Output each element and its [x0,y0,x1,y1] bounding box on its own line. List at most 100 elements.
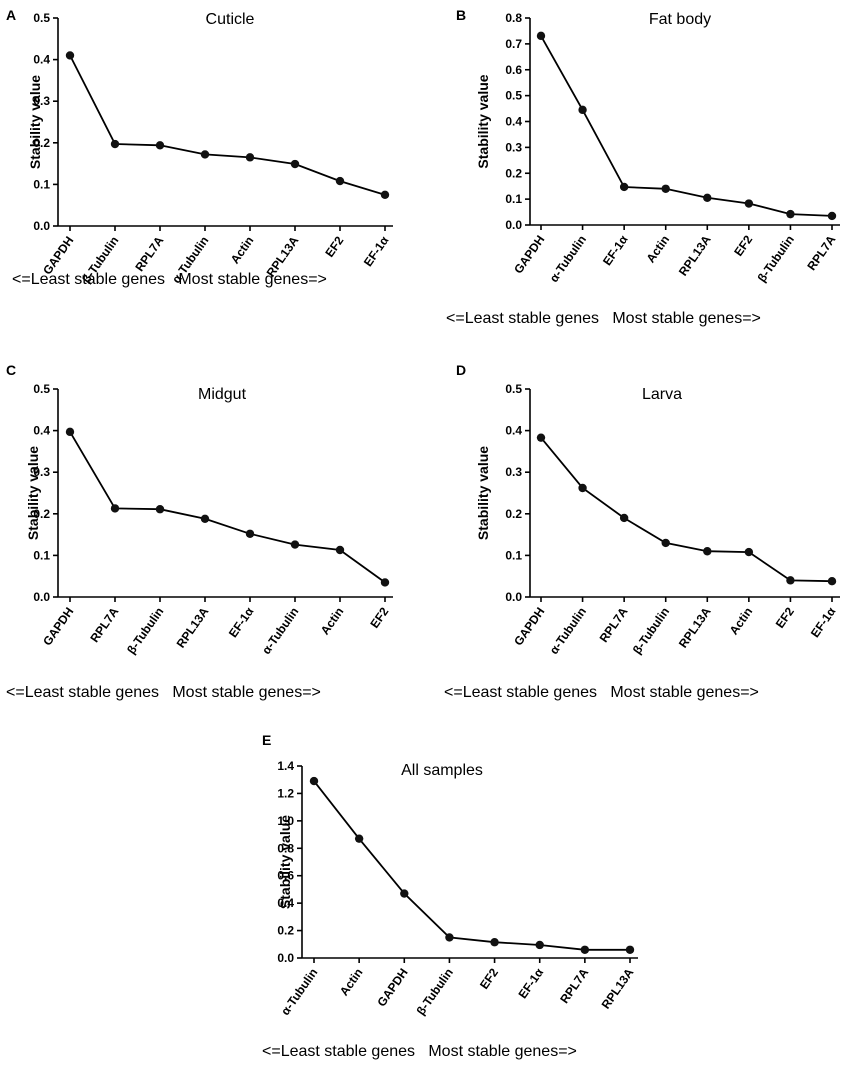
panel-letter: E [262,732,271,748]
x-tick-label: EF2 [773,604,797,630]
x-axis-label: <=Least stable genes Most stable genes=> [12,271,327,288]
y-tick-label: 0.2 [277,924,294,938]
x-tick-label: Actin [643,233,672,266]
x-tick-label: Actin [337,966,366,999]
y-tick-label: 0.6 [277,869,294,883]
y-tick-label: 1.0 [277,814,294,828]
data-point [245,153,255,162]
data-point [245,529,255,538]
x-tick-label: Actin [228,234,257,267]
y-tick-label: 0.1 [505,548,522,562]
panel-letter: B [456,7,466,23]
x-tick-label: EF-1α [361,233,392,269]
data-point [578,105,587,115]
data-point [200,150,210,159]
x-tick-label: β-Tubulin [755,233,797,285]
x-tick-label: α-Tubulin [278,966,320,1018]
data-point [827,211,837,221]
y-tick-label: 0.0 [33,219,50,233]
y-tick-label: 0.5 [33,382,50,396]
data-point [535,940,544,950]
y-tick-label: 0.4 [505,424,522,438]
panel-c: C Midgut Stability value 0.0 0.1 0.2 0.3 0.4 0.5… [6,362,393,701]
x-tick-label: Actin [727,605,756,638]
y-tick-label: 0.0 [33,590,50,604]
data-point [155,505,165,514]
y-tick-label: 0.3 [33,94,50,108]
data-point [335,176,345,186]
y-axis-label: Stability value [475,446,491,540]
x-tick-label: β-Tubulin [124,605,166,657]
y-tick-label: 0.8 [277,841,294,855]
panel-letter: D [456,362,466,378]
x-tick-label: α-Tubulin [547,605,589,657]
data-point [354,834,364,843]
data-point [110,504,120,513]
x-tick-label: EF2 [367,604,391,630]
x-tick-label: EF-1α [808,604,839,640]
y-axis-label: Stability value [475,74,491,168]
x-tick-label: RPL13A [174,604,212,650]
data-point [335,545,345,555]
chart-title: All samples [401,762,483,779]
data-point [703,193,712,203]
panel-e: E All samples Stability value 0.0 0.2 0.4 0.6 0… [262,732,638,1060]
data-point [380,578,390,587]
data-point [445,933,454,942]
y-tick-label: 0.3 [33,465,50,479]
y-tick-label: 1.2 [277,786,294,800]
x-tick-label: RPL13A [676,232,714,278]
panel-d: D Larva Stability value 0.0 0.1 0.2 0.3 0.4 0.5 G… [444,362,840,701]
y-tick-label: 0.0 [505,218,522,232]
y-tick-label: 0.3 [505,465,522,479]
data-point [400,889,409,898]
y-tick-label: 0.0 [505,590,522,604]
x-axis-label: <=Least stable genes Most stable genes=> [262,1043,577,1060]
x-tick-label: RPL7A [87,604,121,645]
x-tick-label: α-Tubulin [547,233,589,285]
chart-title: Midgut [198,386,247,403]
data-point [619,182,629,192]
chart-title: Cuticle [206,11,255,28]
data-point [65,51,75,60]
x-axis-label: <=Least stable genes Most stable genes=> [446,310,761,327]
y-tick-label: 0.5 [505,89,522,103]
y-tick-label: 0.4 [33,424,50,438]
y-tick-label: 0.5 [505,382,522,396]
y-tick-label: 0.1 [33,548,50,562]
y-tick-label: 0.3 [505,140,522,154]
data-point [744,547,754,557]
panel-b: B Fat body Stability value 0.0 0.1 0.2 0.3 0.4 0… [446,7,840,327]
x-tick-label: Actin [318,605,347,638]
data-point [309,776,319,786]
y-tick-label: 0.1 [505,192,522,206]
y-axis-label: Stability value [277,815,293,909]
x-tick-label: GAPDH [374,966,410,1010]
x-tick-label: RPL13A [599,965,637,1011]
x-tick-label: RPL7A [597,604,631,645]
y-tick-label: 0.0 [277,951,294,965]
data-point [661,184,670,193]
series-line [540,437,833,583]
x-axis-label: <=Least stable genes Most stable genes=> [6,684,321,701]
data-point [200,514,210,523]
x-tick-label: RPL13A [676,604,714,650]
data-point [290,159,300,169]
x-tick-label: RPL7A [804,232,838,273]
y-tick-label: 0.2 [33,507,50,521]
x-tick-label: EF2 [731,232,755,258]
y-tick-label: 1.4 [277,759,294,773]
data-point [380,190,390,199]
x-axis-label: <=Least stable genes Most stable genes=> [444,684,759,701]
data-point [290,540,300,549]
panel-letter: A [6,7,16,23]
y-axis-label: Stability value [25,446,41,540]
x-tick-label: α-Tubulin [259,605,301,657]
y-tick-label: 0.6 [505,63,522,77]
series-line [540,35,833,217]
data-point [155,141,165,150]
data-point [827,576,837,586]
data-point [65,427,75,437]
y-tick-label: 0.2 [505,166,522,180]
